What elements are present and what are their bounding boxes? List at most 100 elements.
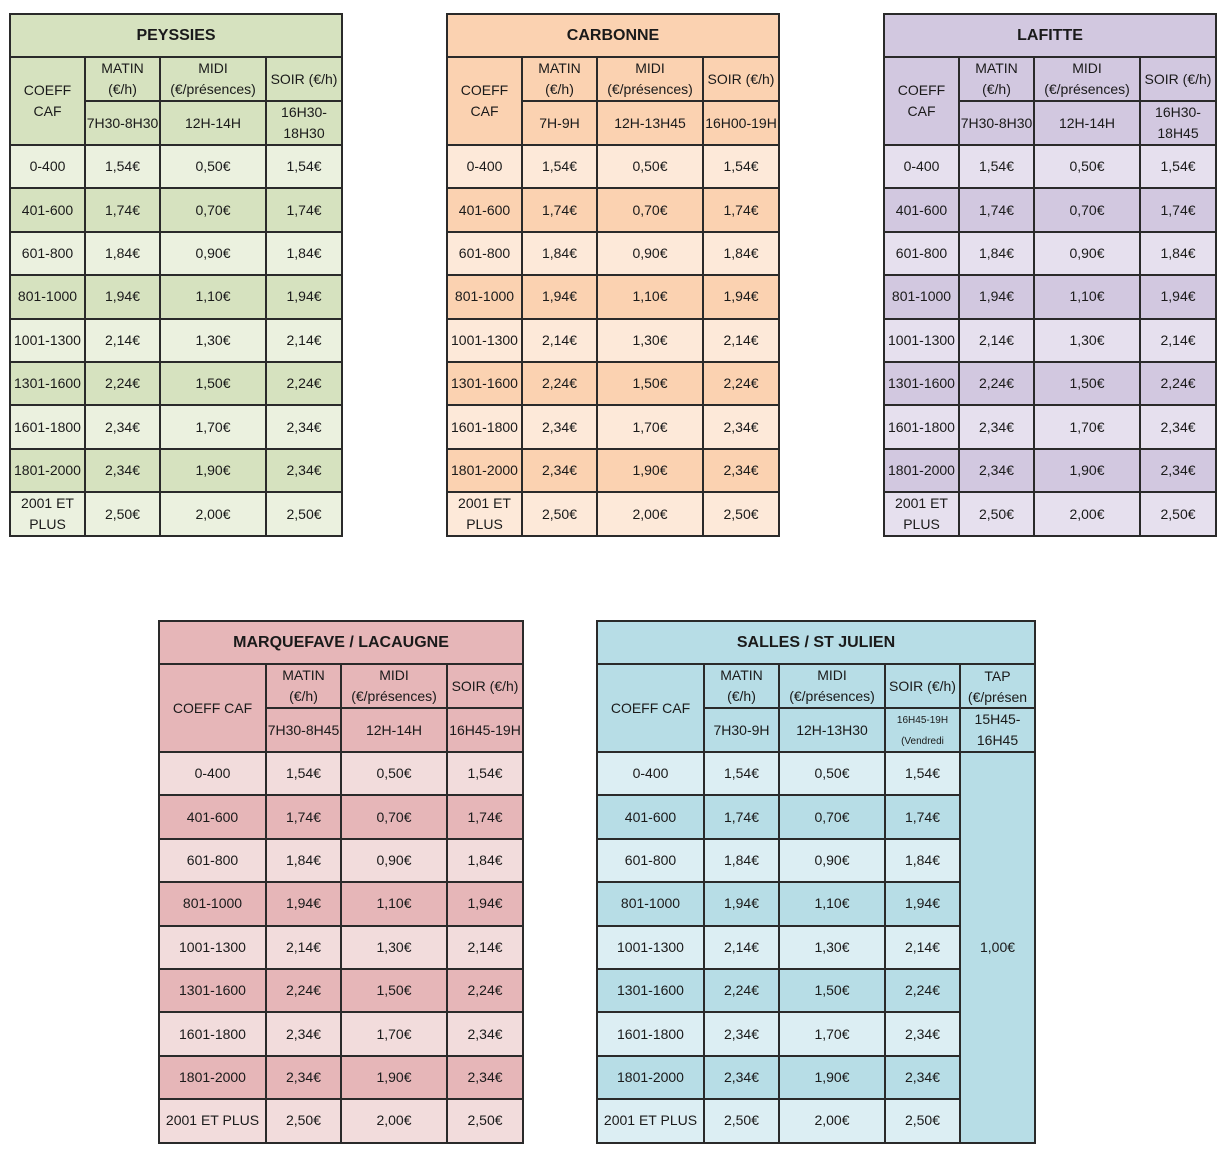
coeff-caf-cell: 601-800	[883, 230, 960, 277]
coeff-caf-cell: 1801-2000	[883, 447, 960, 494]
soir-price-cell: 1,94€	[264, 274, 344, 320]
soir-price-cell: 1,74€	[1138, 187, 1218, 233]
soir-header: SOIR (€/h)	[884, 663, 961, 709]
midi-price-cell: 1,10€	[340, 881, 448, 927]
coeff-caf-cell: 1601-1800	[596, 1011, 705, 1057]
table-row: 1601-1800 2,34€ 1,70€ 2,34€	[446, 404, 781, 450]
matin-price-cell: 1,54€	[84, 143, 161, 190]
midi-price-cell: 0,50€	[778, 750, 886, 797]
midi-header: MIDI (€/présences)	[778, 663, 886, 709]
table-row: 2001 ET PLUS 2,50€ 2,00€ 2,50€	[883, 491, 1218, 538]
midi-price-cell: 1,90€	[778, 1054, 886, 1101]
coeff-caf-cell: 1001-1300	[883, 317, 960, 363]
soir-price-cell: 2,24€	[701, 360, 781, 407]
soir-price-cell: 2,34€	[701, 404, 781, 450]
soir-price-cell: 1,84€	[701, 230, 781, 277]
soir-price-cell: 2,34€	[701, 447, 781, 494]
midi-price-cell: 1,30€	[1033, 317, 1141, 363]
midi-price-cell: 1,10€	[1033, 274, 1141, 320]
soir-hours-text: 16H45-19H (Vendredi 15h45)	[896, 715, 949, 747]
table-row: 1601-1800 2,34€ 1,70€ 2,34€	[9, 404, 344, 450]
tariff-table-peyssies: PEYSSIES COEFF CAF MATIN (€/h) MIDI (€/p…	[8, 13, 344, 538]
coeff-caf-cell: 0-400	[9, 143, 86, 190]
coeff-caf-cell: 1301-1600	[9, 360, 86, 407]
soir-price-cell: 2,14€	[264, 317, 344, 363]
matin-price-cell: 2,50€	[84, 491, 161, 538]
midi-price-cell: 0,50€	[340, 750, 448, 797]
midi-hours: 12H-14H	[159, 100, 267, 146]
matin-price-cell: 1,74€	[703, 794, 780, 840]
tap-header-text: TAP (€/présen ...	[967, 667, 1028, 705]
table-row: 801-1000 1,94€ 1,10€ 1,94€	[883, 274, 1218, 320]
coeff-caf-cell: 601-800	[9, 230, 86, 277]
midi-price-cell: 1,30€	[778, 924, 886, 970]
coeff-caf-cell: 1801-2000	[446, 447, 523, 494]
table-row: 601-800 1,84€ 0,90€ 1,84€	[446, 230, 781, 277]
midi-hours: 12H-13H30	[778, 707, 886, 753]
table-row: 1001-1300 2,14€ 1,30€ 2,14€	[596, 924, 1035, 970]
coeff-caf-cell: 2001 ET PLUS	[883, 491, 960, 538]
midi-price-cell: 0,90€	[159, 230, 267, 277]
soir-price-cell: 2,14€	[445, 924, 525, 970]
tap-header: TAP (€/présen ...	[958, 663, 1037, 709]
table-row: 0-400 1,54€ 0,50€ 1,54€	[446, 143, 781, 190]
coeff-caf-header: COEFF CAF	[883, 56, 960, 146]
midi-price-cell: 1,10€	[159, 274, 267, 320]
soir-price-cell: 2,34€	[884, 1011, 961, 1057]
soir-price-cell: 1,94€	[884, 881, 961, 927]
table-row: 1601-1800 2,34€ 1,70€ 2,34€	[158, 1011, 525, 1057]
matin-price-cell: 2,50€	[703, 1098, 780, 1144]
table-row: 2001 ET PLUS 2,50€ 2,00€ 2,50€	[596, 1098, 1035, 1144]
coeff-caf-header: COEFF CAF	[446, 56, 523, 146]
midi-price-cell: 1,30€	[340, 924, 448, 970]
soir-hours: 16H30-18H30	[264, 100, 344, 146]
matin-price-cell: 1,94€	[958, 274, 1035, 320]
midi-price-cell: 0,70€	[340, 794, 448, 840]
midi-price-cell: 1,50€	[778, 967, 886, 1014]
matin-hours: 7H30-8H30	[84, 100, 161, 146]
matin-price-cell: 1,74€	[521, 187, 598, 233]
midi-price-cell: 1,90€	[340, 1054, 448, 1101]
matin-price-cell: 2,14€	[521, 317, 598, 363]
soir-price-cell: 1,54€	[884, 750, 961, 797]
soir-price-cell: 1,54€	[264, 143, 344, 190]
matin-price-cell: 1,74€	[958, 187, 1035, 233]
midi-price-cell: 1,90€	[596, 447, 704, 494]
table-title: MARQUEFAVE / LACAUGNE	[157, 620, 525, 665]
soir-price-cell: 2,50€	[1138, 491, 1218, 538]
soir-price-cell: 1,94€	[1138, 274, 1218, 320]
matin-price-cell: 2,34€	[958, 404, 1035, 450]
matin-hours: 7H-9H	[521, 100, 598, 146]
matin-price-cell: 2,34€	[84, 447, 161, 494]
midi-price-cell: 0,70€	[159, 187, 267, 233]
soir-price-cell: 1,84€	[884, 837, 961, 884]
midi-price-cell: 1,70€	[778, 1011, 886, 1057]
matin-price-cell: 2,34€	[703, 1011, 780, 1057]
coeff-caf-header: COEFF CAF	[9, 56, 86, 146]
coeff-caf-header: COEFF CAF	[158, 663, 267, 753]
soir-price-cell: 1,74€	[701, 187, 781, 233]
midi-price-cell: 1,50€	[340, 967, 448, 1014]
table-row: 1801-2000 2,34€ 1,90€ 2,34€	[596, 1054, 1035, 1101]
tap-hours: 15H45-16H45	[958, 707, 1037, 753]
table-row: 1801-2000 2,34€ 1,90€ 2,34€	[446, 447, 781, 494]
table-row: 801-1000 1,94€ 1,10€ 1,94€	[446, 274, 781, 320]
coeff-caf-cell: 2001 ET PLUS	[9, 491, 86, 538]
coeff-caf-cell: 801-1000	[158, 881, 267, 927]
table-row: 1801-2000 2,34€ 1,90€ 2,34€	[9, 447, 344, 494]
soir-price-cell: 2,24€	[445, 967, 525, 1014]
coeff-caf-cell: 0-400	[596, 750, 705, 797]
midi-price-cell: 1,50€	[596, 360, 704, 407]
coeff-caf-cell: 1301-1600	[158, 967, 267, 1014]
matin-price-cell: 2,34€	[703, 1054, 780, 1101]
matin-price-cell: 1,74€	[84, 187, 161, 233]
coeff-caf-cell: 401-600	[158, 794, 267, 840]
soir-price-cell: 2,14€	[884, 924, 961, 970]
table-row: 1301-1600 2,24€ 1,50€ 2,24€	[9, 360, 344, 407]
table-row: 601-800 1,84€ 0,90€ 1,84€	[596, 837, 1035, 884]
matin-header: MATIN (€/h)	[84, 56, 161, 102]
matin-price-cell: 1,84€	[265, 837, 342, 884]
midi-price-cell: 1,90€	[1033, 447, 1141, 494]
table-row: 801-1000 1,94€ 1,10€ 1,94€	[596, 881, 1035, 927]
table-row: 601-800 1,84€ 0,90€ 1,84€	[883, 230, 1218, 277]
